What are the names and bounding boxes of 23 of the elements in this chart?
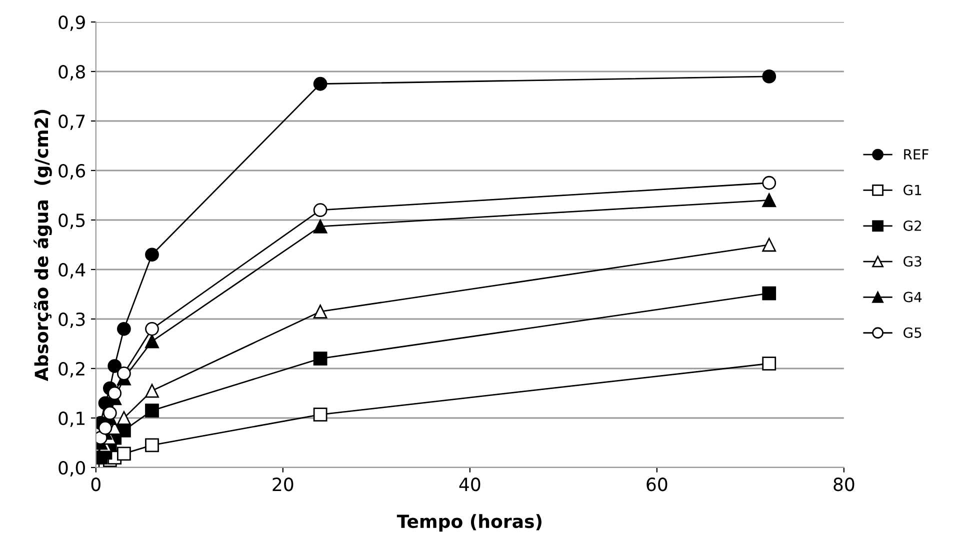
y-tick-label: 0,3	[58, 312, 85, 328]
y-tick-label: 0,8	[58, 64, 85, 80]
y-tick-label: 0,7	[58, 114, 85, 130]
y-tick-label: 0,4	[58, 262, 86, 278]
legend-label: REF	[904, 149, 928, 160]
y-axis-title: Absorção de água (g/cm2)	[34, 110, 52, 382]
x-tick-label: 80	[834, 478, 854, 492]
x-tick-label: 0	[91, 478, 100, 492]
y-tick-label: 0,0	[58, 460, 85, 476]
legend-label: G1	[904, 184, 922, 196]
legend-label: G4	[904, 292, 922, 302]
y-tick-label: 0,2	[58, 362, 84, 378]
legend-label: G2	[904, 220, 921, 231]
x-tick-label: 60	[646, 478, 668, 492]
y-tick-label: 0,1	[58, 411, 85, 427]
legend-label: G5	[904, 327, 922, 338]
x-tick-label: 40	[459, 478, 480, 492]
x-tick-label: 20	[272, 478, 294, 492]
y-tick-label: 0,5	[58, 213, 85, 229]
y-tick-label: 0,9	[58, 15, 85, 31]
x-axis-title: Tempo (horas)	[396, 514, 542, 532]
legend-label: G3	[904, 256, 922, 267]
y-tick-label: 0,6	[58, 164, 86, 180]
